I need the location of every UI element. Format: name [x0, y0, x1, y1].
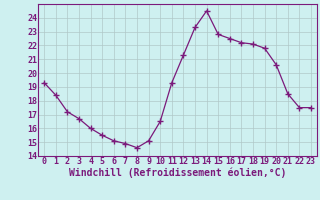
X-axis label: Windchill (Refroidissement éolien,°C): Windchill (Refroidissement éolien,°C)	[69, 168, 286, 178]
